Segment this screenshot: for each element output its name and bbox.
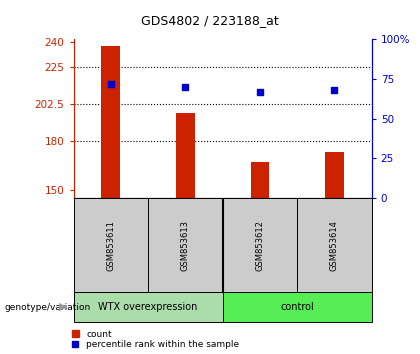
Text: ▶: ▶ xyxy=(59,302,67,312)
Text: genotype/variation: genotype/variation xyxy=(4,303,90,312)
Legend: count, percentile rank within the sample: count, percentile rank within the sample xyxy=(72,330,239,349)
Bar xyxy=(74,292,223,322)
Text: GSM853612: GSM853612 xyxy=(255,220,264,270)
Point xyxy=(182,84,189,90)
Bar xyxy=(297,198,372,292)
Bar xyxy=(223,292,372,322)
Text: GSM853613: GSM853613 xyxy=(181,219,190,271)
Point xyxy=(108,81,114,86)
Text: GSM853614: GSM853614 xyxy=(330,220,339,270)
Point xyxy=(257,89,263,95)
Text: WTX overexpression: WTX overexpression xyxy=(98,302,198,312)
Text: control: control xyxy=(280,302,314,312)
Bar xyxy=(176,113,194,198)
Bar xyxy=(148,198,223,292)
Bar xyxy=(325,152,344,198)
Bar xyxy=(74,198,148,292)
Text: GDS4802 / 223188_at: GDS4802 / 223188_at xyxy=(141,14,279,27)
Bar xyxy=(102,46,120,198)
Text: GSM853611: GSM853611 xyxy=(106,220,115,270)
Bar xyxy=(223,198,297,292)
Point xyxy=(331,87,338,93)
Bar xyxy=(251,162,269,198)
